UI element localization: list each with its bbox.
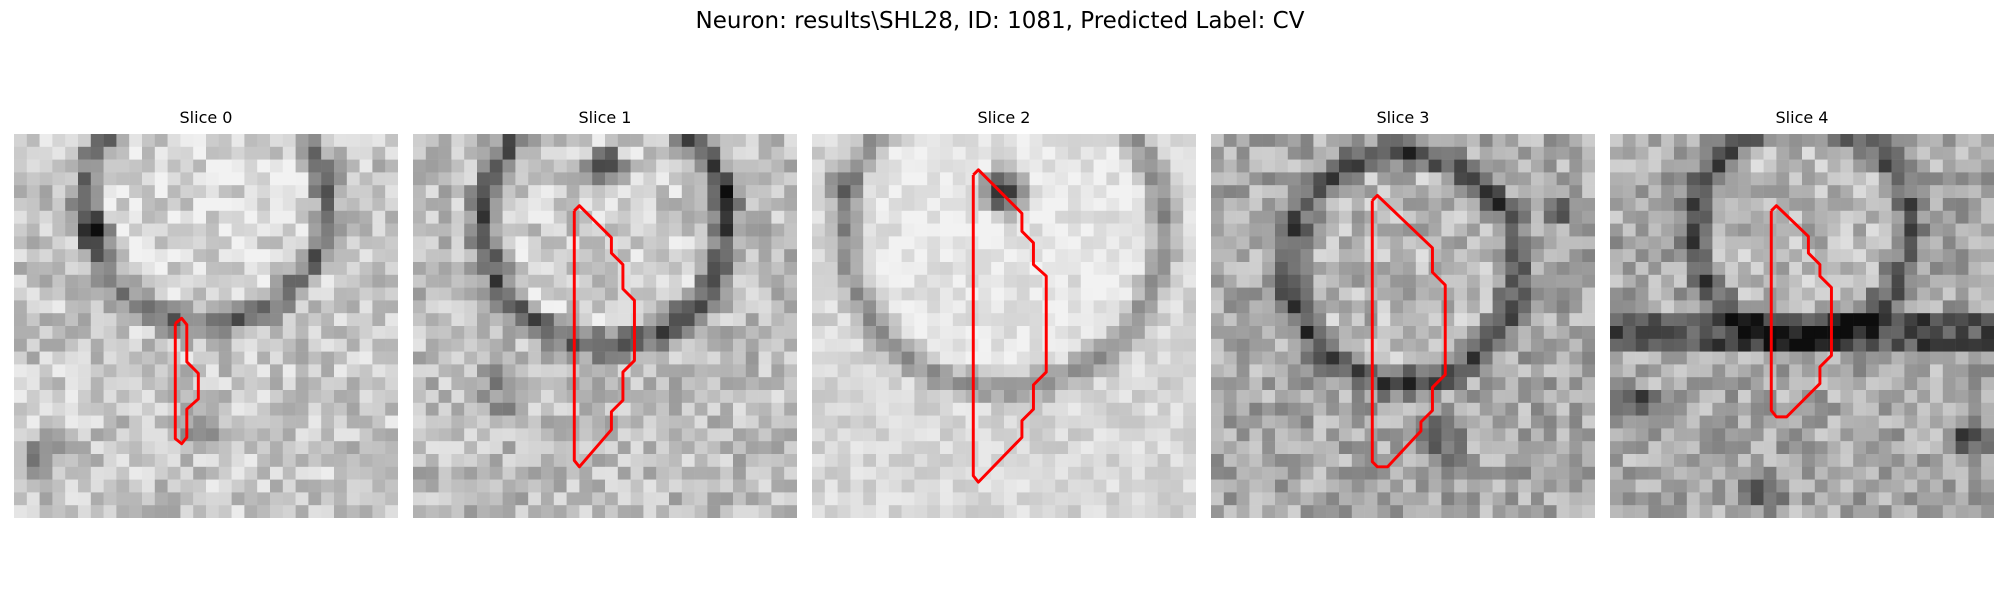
slice-image-2 — [812, 134, 1196, 518]
slice-title-3: Slice 3 — [1211, 108, 1595, 128]
slice-image-1 — [413, 134, 797, 518]
grayscale-pixels-0 — [14, 134, 398, 518]
slice-title-0: Slice 0 — [14, 108, 398, 128]
grayscale-pixels-2 — [812, 134, 1196, 518]
slice-title-2: Slice 2 — [812, 108, 1196, 128]
slice-title-1: Slice 1 — [413, 108, 797, 128]
slice-title-4: Slice 4 — [1610, 108, 1994, 128]
figure-title: Neuron: results\SHL28, ID: 1081, Predict… — [0, 6, 2000, 36]
grayscale-pixels-4 — [1610, 134, 1994, 518]
grayscale-pixels-3 — [1211, 134, 1595, 518]
grayscale-pixels-1 — [413, 134, 797, 518]
slice-image-0 — [14, 134, 398, 518]
slice-image-4 — [1610, 134, 1994, 518]
slice-image-3 — [1211, 134, 1595, 518]
